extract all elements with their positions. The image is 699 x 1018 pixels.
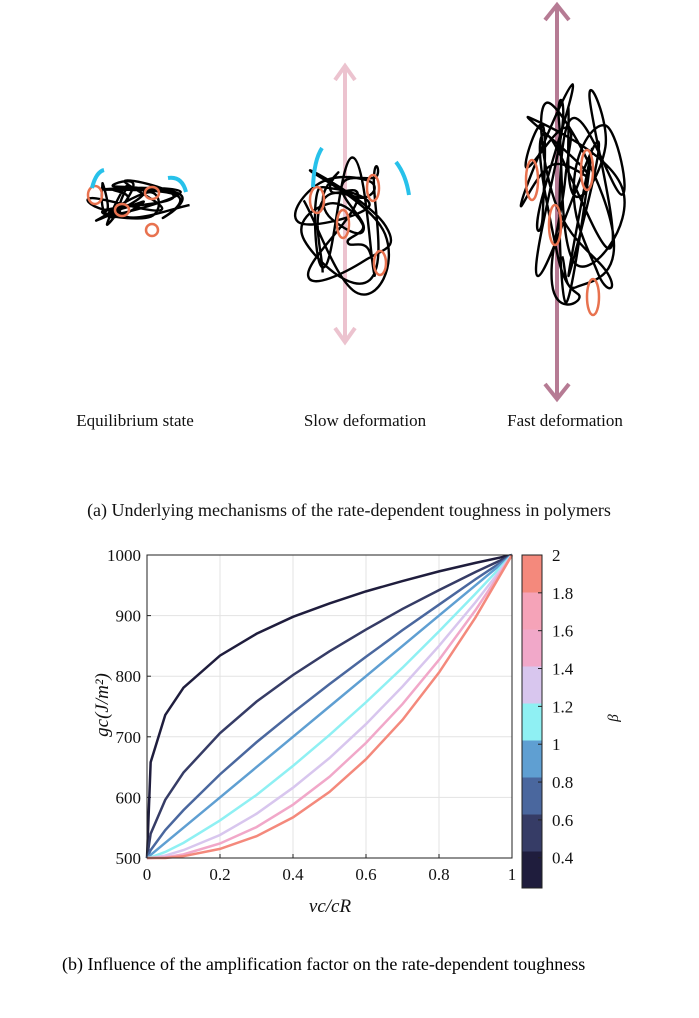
entanglement — [308, 185, 326, 215]
colorbar-tick-label: 2 — [552, 546, 561, 565]
colorbar-frame — [521, 554, 543, 889]
curve — [146, 554, 513, 859]
x-axis-label: vc/cR — [309, 896, 352, 917]
state-label: Fast deformation — [507, 411, 623, 430]
entanglement — [365, 173, 381, 203]
colorbar-tick-label: 0.8 — [552, 773, 573, 792]
highlight-segment — [167, 175, 188, 193]
polymer-chain — [86, 179, 190, 227]
colorbar-segment — [522, 740, 542, 778]
state-label: Slow deformation — [304, 411, 427, 430]
x-tick-label: 0.6 — [355, 865, 376, 884]
entanglement — [143, 185, 161, 201]
curve — [145, 553, 513, 859]
entanglement — [585, 277, 601, 317]
y-tick-label: 700 — [116, 728, 142, 747]
polymer-chain — [519, 83, 626, 306]
curve — [145, 553, 513, 859]
colorbar-segment — [522, 666, 542, 704]
highlight-segment — [90, 168, 105, 189]
colorbar-tick-label: 0.6 — [552, 811, 573, 830]
colorbar-segment — [522, 555, 542, 593]
entanglement — [86, 184, 104, 206]
colorbar-label: β — [606, 714, 622, 723]
x-tick-label: 1 — [508, 865, 517, 884]
state-label: Equilibrium state — [76, 411, 194, 430]
colorbar-tick-label: 1.6 — [552, 622, 573, 641]
highlight-segment — [394, 160, 411, 196]
entanglement — [113, 202, 131, 218]
y-tick-label: 500 — [116, 849, 142, 868]
y-axis-label: gc(J/m²) — [92, 673, 113, 737]
entanglement — [335, 208, 351, 240]
colorbar-tick-label: 1.4 — [552, 660, 574, 679]
colorbar-tick-label: 1 — [552, 735, 561, 754]
caption: (b) Influence of the amplification facto… — [62, 954, 586, 974]
colorbar-segment — [522, 703, 542, 741]
x-tick-label: 0.4 — [282, 865, 304, 884]
arrow-head — [543, 382, 571, 403]
colorbar-tick-label: 0.4 — [552, 849, 574, 868]
arrow-head — [543, 1, 571, 22]
polymer-chain — [293, 156, 393, 296]
entanglement — [372, 249, 388, 277]
curve — [147, 554, 513, 860]
x-tick-label: 0 — [143, 865, 152, 884]
y-tick-label: 1000 — [107, 546, 141, 565]
colorbar-segment — [522, 814, 542, 852]
y-tick-label: 900 — [116, 607, 142, 626]
y-tick-label: 600 — [116, 788, 142, 807]
entanglement — [579, 148, 595, 192]
figure: Equilibrium state Slow deformation Fast … — [76, 1, 626, 917]
colorbar-segment — [522, 629, 542, 667]
curve — [146, 554, 513, 860]
plot-frame — [146, 554, 513, 859]
colorbar-segment — [522, 777, 542, 815]
entanglement — [144, 222, 160, 238]
arrow-head — [333, 326, 357, 346]
colorbar-segment — [522, 851, 542, 889]
x-tick-label: 0.8 — [428, 865, 449, 884]
y-tick-label: 800 — [116, 667, 142, 686]
arrow-head — [333, 62, 357, 82]
colorbar-tick-label: 1.2 — [552, 697, 573, 716]
entanglement — [547, 203, 563, 247]
colorbar-segment — [522, 592, 542, 630]
colorbar-tick-label: 1.8 — [552, 584, 573, 603]
x-tick-label: 0.2 — [209, 865, 230, 884]
curve — [145, 553, 513, 859]
entanglement — [524, 158, 540, 202]
chain-illustration — [86, 1, 626, 403]
caption: (a) Underlying mechanisms of the rate-de… — [87, 500, 611, 521]
highlight-segment — [311, 146, 324, 188]
